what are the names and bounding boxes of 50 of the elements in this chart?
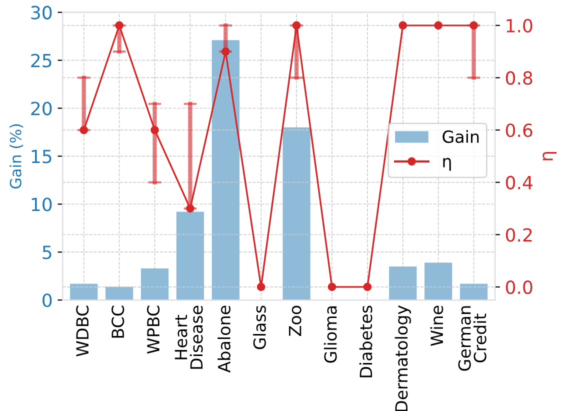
y2-tick-label: 1.0 bbox=[506, 18, 532, 33]
x-tick-label: BCC bbox=[112, 306, 124, 338]
point bbox=[80, 126, 88, 134]
x-tick-label: Diabetes bbox=[359, 306, 372, 378]
y-tick-label: 25 bbox=[31, 54, 52, 68]
x-tick-label: Glioma bbox=[324, 306, 337, 363]
y-tick-label: 5 bbox=[42, 246, 52, 260]
y-tick-label: 15 bbox=[32, 150, 52, 164]
y2-tick-label: 0.4 bbox=[506, 176, 532, 190]
point bbox=[470, 21, 478, 30]
bar bbox=[424, 262, 452, 300]
legend-label: η bbox=[443, 158, 451, 171]
point bbox=[256, 282, 266, 292]
y2-tick-label: 0.6 bbox=[506, 123, 532, 138]
x-tick-label: Dermatology bbox=[394, 305, 411, 411]
bar bbox=[105, 286, 134, 300]
x-tick-label: German Credit bbox=[458, 306, 486, 371]
y2-axis-title: η bbox=[542, 152, 556, 160]
legend-label: Gain bbox=[442, 130, 479, 144]
y-tick-label: 30 bbox=[31, 6, 52, 20]
y2-tick-label: 0.8 bbox=[506, 71, 532, 85]
x-tick-label: WPBC bbox=[146, 306, 160, 354]
y2-tick-label: 0.0 bbox=[506, 280, 532, 294]
x-tick-label: WDBC bbox=[76, 306, 89, 356]
point bbox=[363, 282, 372, 292]
y-tick-label: 0 bbox=[42, 293, 52, 308]
x-tick-label: Heart Disease bbox=[174, 306, 203, 369]
point bbox=[434, 21, 442, 30]
point bbox=[150, 126, 159, 134]
point bbox=[292, 21, 301, 30]
bar bbox=[176, 212, 204, 300]
bar bbox=[70, 284, 98, 300]
point bbox=[186, 204, 194, 213]
x-tick-label: Wine bbox=[430, 306, 444, 346]
point bbox=[221, 47, 230, 56]
y-axis-title: Gain (%) bbox=[10, 124, 24, 189]
x-tick-label: Glass bbox=[253, 306, 266, 350]
y-tick-label: 20 bbox=[31, 102, 52, 116]
bar bbox=[282, 127, 310, 300]
y2-tick-label: 0.2 bbox=[506, 228, 532, 242]
point bbox=[328, 282, 336, 292]
bar bbox=[460, 284, 488, 300]
bar bbox=[389, 266, 417, 300]
bar bbox=[140, 268, 169, 300]
y-tick-label: 10 bbox=[32, 198, 52, 212]
point bbox=[115, 21, 124, 30]
bar bbox=[212, 40, 240, 300]
x-tick-label: Abalone bbox=[218, 306, 230, 373]
point bbox=[398, 21, 408, 30]
x-tick-label: Zoo bbox=[288, 306, 302, 336]
